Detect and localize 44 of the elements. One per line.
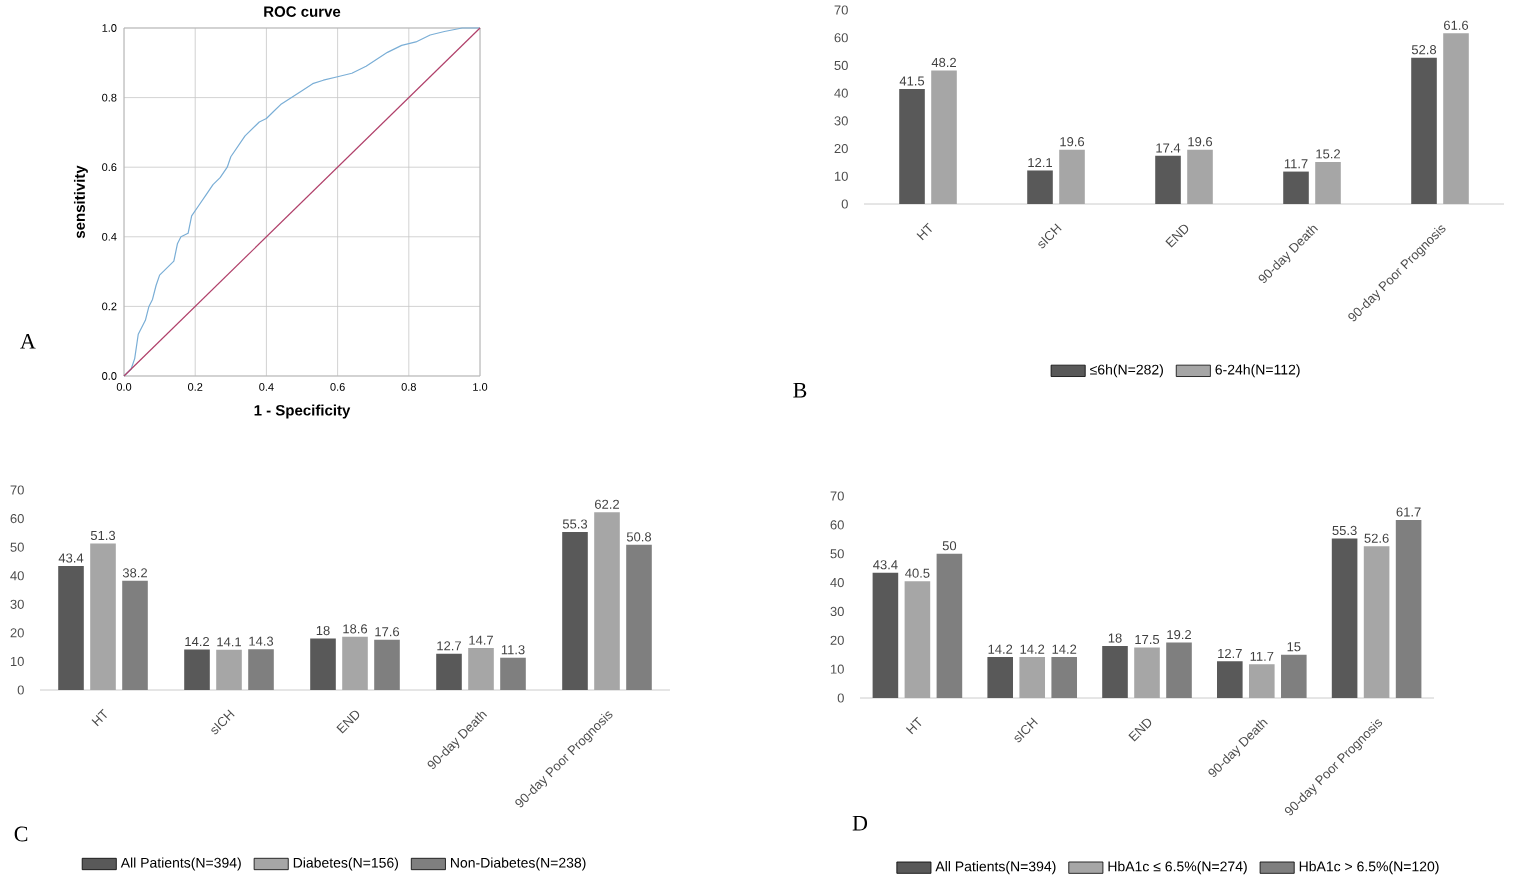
bar <box>1443 33 1469 204</box>
bar <box>1315 161 1341 204</box>
bar <box>184 649 210 690</box>
bar <box>1102 646 1128 698</box>
bar <box>436 653 462 690</box>
bar <box>1281 654 1307 698</box>
bar <box>626 544 652 690</box>
bar <box>1187 149 1213 204</box>
bar <box>1331 538 1358 698</box>
bar <box>904 581 931 698</box>
bar <box>1059 149 1085 204</box>
bar <box>500 657 526 690</box>
bar <box>342 636 368 690</box>
bar <box>1134 647 1160 698</box>
bar <box>936 553 963 698</box>
bar <box>1019 657 1046 698</box>
bar <box>1027 170 1053 204</box>
bar <box>594 512 620 690</box>
bar <box>310 638 336 690</box>
bar <box>374 639 400 690</box>
text: D <box>852 816 868 831</box>
bar <box>1166 642 1192 698</box>
bar <box>1249 664 1275 698</box>
bar <box>1363 546 1390 698</box>
bar <box>1411 57 1437 204</box>
bar <box>1217 661 1243 698</box>
bar <box>1155 155 1181 204</box>
bar <box>1051 657 1078 698</box>
bar <box>1395 519 1422 698</box>
bar <box>899 88 925 204</box>
bar <box>90 543 116 690</box>
bar <box>58 566 84 690</box>
bar <box>931 70 957 204</box>
bar <box>248 649 274 690</box>
bar <box>122 580 148 690</box>
bar <box>872 572 899 698</box>
bar <box>468 648 494 690</box>
text: A <box>20 333 36 349</box>
bar <box>1283 171 1309 204</box>
text: B <box>793 383 807 398</box>
text: C <box>14 826 28 842</box>
bar <box>562 532 588 690</box>
bar <box>216 649 242 690</box>
bar <box>987 657 1014 698</box>
